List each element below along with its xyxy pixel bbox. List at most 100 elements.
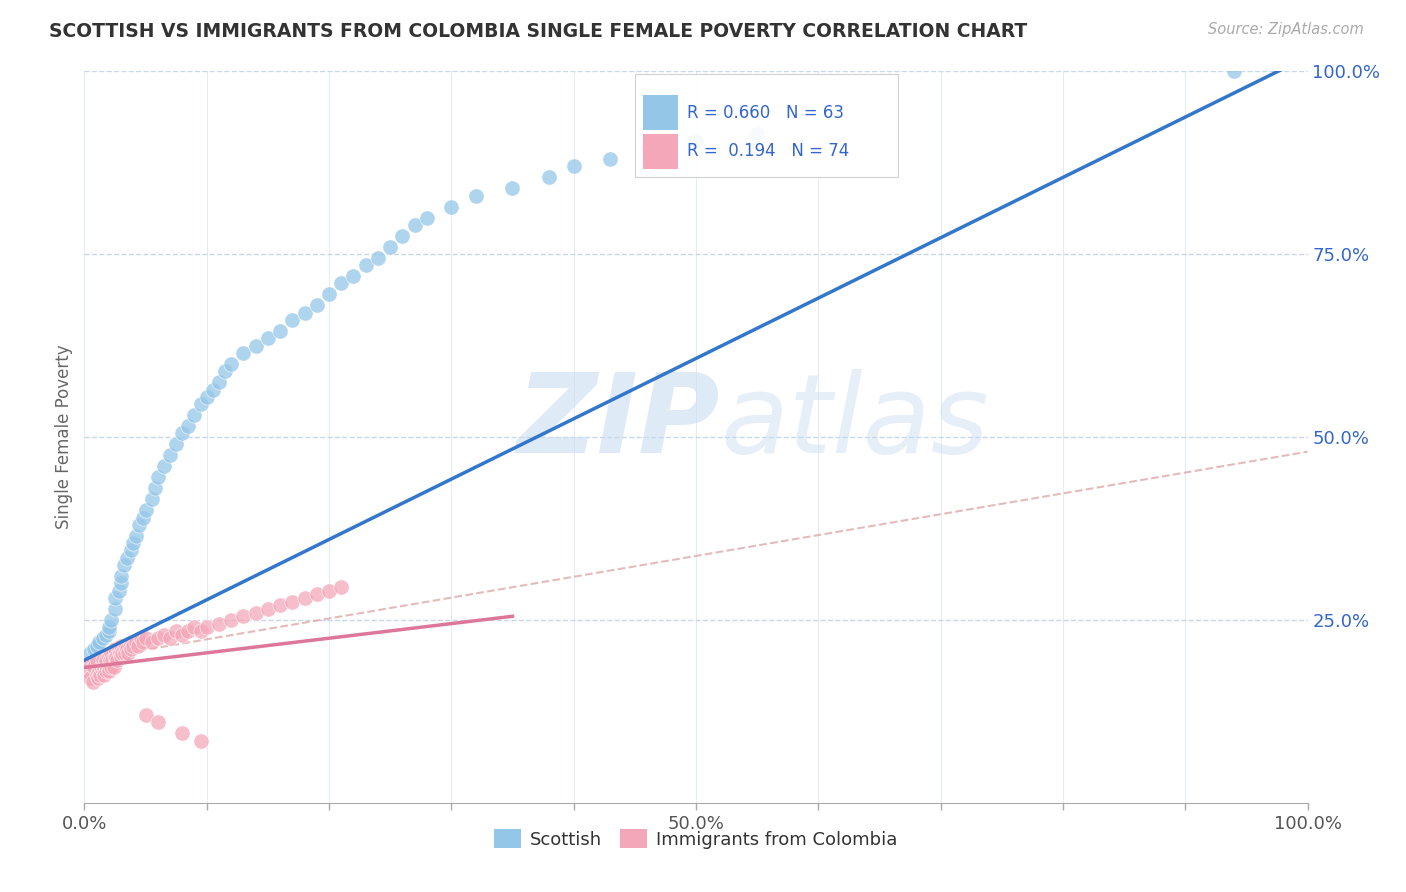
Point bbox=[110, 576, 132, 591]
Point bbox=[104, 591, 127, 605]
Point bbox=[93, 667, 115, 681]
Point bbox=[318, 583, 340, 598]
Point bbox=[281, 594, 304, 608]
Point bbox=[502, 181, 524, 195]
Point bbox=[141, 635, 163, 649]
Point bbox=[97, 660, 120, 674]
Point bbox=[201, 383, 224, 397]
Point bbox=[135, 503, 157, 517]
Point bbox=[104, 602, 127, 616]
Point bbox=[177, 419, 200, 434]
Point bbox=[219, 613, 242, 627]
Point bbox=[257, 602, 280, 616]
Point bbox=[77, 664, 100, 678]
Point bbox=[110, 649, 132, 664]
FancyBboxPatch shape bbox=[644, 95, 678, 130]
Point bbox=[159, 632, 181, 646]
Point bbox=[380, 240, 402, 254]
Point bbox=[318, 287, 340, 301]
Point bbox=[135, 632, 157, 646]
Point bbox=[108, 646, 131, 660]
Point bbox=[269, 599, 291, 613]
Point bbox=[87, 635, 110, 649]
Point bbox=[165, 624, 187, 638]
Text: Source: ZipAtlas.com: Source: ZipAtlas.com bbox=[1208, 22, 1364, 37]
Point bbox=[391, 228, 413, 243]
Point bbox=[122, 536, 145, 550]
Point bbox=[107, 583, 129, 598]
Point bbox=[404, 218, 426, 232]
Point bbox=[330, 580, 353, 594]
Point bbox=[83, 642, 105, 657]
Point bbox=[195, 620, 218, 634]
Point bbox=[183, 620, 205, 634]
Point bbox=[91, 664, 114, 678]
Point bbox=[86, 667, 108, 681]
Point bbox=[330, 277, 353, 291]
Point bbox=[1223, 64, 1246, 78]
Point bbox=[354, 258, 377, 272]
Point bbox=[103, 660, 125, 674]
Point bbox=[96, 627, 118, 641]
FancyBboxPatch shape bbox=[644, 134, 678, 169]
Point bbox=[110, 639, 132, 653]
Point bbox=[104, 642, 127, 657]
Point bbox=[87, 672, 110, 686]
Point bbox=[125, 529, 148, 543]
Point bbox=[269, 324, 291, 338]
Point bbox=[118, 639, 141, 653]
Point bbox=[190, 624, 212, 638]
Point bbox=[79, 657, 101, 671]
Point bbox=[132, 510, 155, 524]
Point bbox=[165, 437, 187, 451]
Point bbox=[143, 481, 166, 495]
Point bbox=[97, 664, 120, 678]
Point bbox=[91, 632, 114, 646]
Point bbox=[159, 448, 181, 462]
Point bbox=[208, 376, 231, 390]
Text: atlas: atlas bbox=[720, 369, 988, 476]
Point bbox=[100, 646, 122, 660]
Point bbox=[562, 160, 585, 174]
Point bbox=[146, 632, 169, 646]
Point bbox=[117, 646, 139, 660]
Point bbox=[120, 642, 142, 657]
Point bbox=[177, 624, 200, 638]
Point bbox=[97, 624, 120, 638]
Point bbox=[183, 408, 205, 422]
Point bbox=[135, 708, 157, 723]
Point bbox=[190, 733, 212, 747]
Point bbox=[115, 642, 138, 657]
Point bbox=[91, 653, 114, 667]
Point bbox=[93, 660, 115, 674]
Point bbox=[107, 642, 129, 657]
Point bbox=[94, 657, 117, 671]
Point bbox=[294, 591, 316, 605]
Point bbox=[90, 660, 112, 674]
Point bbox=[104, 649, 127, 664]
Point bbox=[114, 646, 136, 660]
Point bbox=[100, 660, 122, 674]
Point bbox=[172, 726, 194, 740]
Point bbox=[257, 331, 280, 345]
Point bbox=[79, 672, 101, 686]
Point bbox=[132, 635, 155, 649]
Point bbox=[685, 134, 707, 148]
Point bbox=[245, 338, 267, 352]
Point bbox=[110, 569, 132, 583]
Point bbox=[747, 127, 769, 141]
Point bbox=[89, 667, 111, 681]
FancyBboxPatch shape bbox=[636, 73, 898, 178]
Point bbox=[146, 715, 169, 730]
Point bbox=[214, 364, 236, 378]
Legend: Scottish, Immigrants from Colombia: Scottish, Immigrants from Colombia bbox=[486, 822, 905, 856]
Point bbox=[219, 357, 242, 371]
Point bbox=[98, 653, 121, 667]
Point bbox=[112, 558, 135, 573]
Point bbox=[599, 152, 621, 166]
Point bbox=[172, 627, 194, 641]
Point bbox=[96, 664, 118, 678]
Point bbox=[105, 653, 128, 667]
Point bbox=[127, 639, 149, 653]
Point bbox=[129, 632, 152, 646]
